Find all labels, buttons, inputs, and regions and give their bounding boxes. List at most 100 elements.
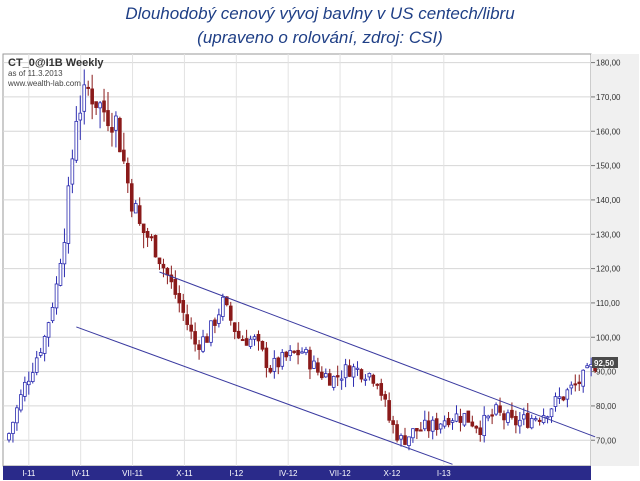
y-tick-label: 80,00 bbox=[596, 402, 617, 411]
candle-up bbox=[454, 413, 459, 422]
candle-down bbox=[189, 324, 193, 332]
candle-down bbox=[537, 419, 542, 422]
candle-down bbox=[470, 421, 475, 427]
candle-down bbox=[292, 350, 296, 353]
y-tick-label: 120,00 bbox=[596, 265, 621, 274]
candle-down bbox=[474, 425, 479, 429]
candle-down bbox=[106, 110, 110, 127]
candle-up bbox=[585, 365, 589, 369]
candle-up bbox=[62, 242, 67, 265]
candle-down bbox=[335, 375, 340, 378]
candle-up bbox=[280, 352, 285, 367]
y-tick-label: 90,00 bbox=[596, 368, 617, 377]
candle-down bbox=[110, 127, 114, 133]
candle-up bbox=[565, 389, 570, 400]
candle-down bbox=[434, 418, 439, 431]
candle-up bbox=[494, 404, 498, 415]
candle-up bbox=[331, 375, 336, 388]
candle-down bbox=[403, 435, 407, 445]
candle-up bbox=[11, 421, 15, 434]
candle-up bbox=[450, 420, 455, 423]
candle-down bbox=[327, 373, 332, 386]
trend-channel bbox=[76, 271, 596, 465]
candle-up bbox=[399, 435, 403, 440]
candle-up bbox=[422, 419, 427, 430]
candle-down bbox=[296, 349, 300, 356]
candle-down bbox=[240, 339, 245, 342]
candle-up bbox=[78, 112, 83, 121]
candle-down bbox=[177, 293, 182, 304]
candle-up bbox=[367, 372, 372, 378]
candle-down bbox=[347, 365, 352, 377]
x-axis-band bbox=[3, 466, 591, 480]
candle-up bbox=[66, 185, 71, 244]
candle-down bbox=[387, 400, 391, 421]
candle-down bbox=[118, 117, 122, 153]
candle-up bbox=[300, 351, 304, 354]
candle-down bbox=[256, 333, 261, 342]
candle-down bbox=[502, 413, 506, 421]
y-tick-label: 180,00 bbox=[596, 59, 621, 68]
y-tick-label: 100,00 bbox=[596, 333, 621, 342]
y-axis-panel bbox=[591, 54, 639, 466]
plot-area bbox=[2, 53, 592, 467]
y-tick-label: 150,00 bbox=[596, 162, 621, 171]
chart-title-line2: (upraveno o rolování, zdroj: CSI) bbox=[197, 28, 443, 47]
candle-up bbox=[133, 203, 138, 214]
x-tick-label: VII-12 bbox=[329, 469, 351, 478]
candle-up bbox=[581, 369, 585, 387]
candle-up bbox=[50, 307, 55, 322]
last-price-label: 92,50 bbox=[594, 359, 615, 368]
candle-up bbox=[19, 394, 23, 411]
candle-up bbox=[221, 296, 225, 317]
candle-up bbox=[288, 350, 292, 357]
candle-down bbox=[86, 86, 91, 89]
candle-down bbox=[129, 183, 134, 212]
candle-up bbox=[38, 352, 43, 356]
candle-down bbox=[264, 347, 269, 368]
candle-down bbox=[577, 381, 582, 385]
candle-down bbox=[391, 420, 395, 425]
candle-down bbox=[232, 322, 237, 332]
candle-down bbox=[213, 319, 217, 326]
candle-up bbox=[553, 396, 558, 407]
candle-up bbox=[407, 436, 411, 446]
grid-lines bbox=[3, 54, 591, 466]
y-tick-label: 110,00 bbox=[596, 299, 620, 308]
x-tick-label: VII-11 bbox=[122, 469, 143, 478]
candle-down bbox=[284, 351, 288, 358]
candle-up bbox=[529, 418, 534, 429]
candle-up bbox=[312, 360, 316, 369]
candle-down bbox=[90, 88, 94, 105]
candle-up bbox=[323, 373, 328, 378]
candle-down bbox=[426, 420, 431, 432]
chart-symbol: CT_0@I1B Weekly bbox=[8, 57, 104, 69]
candle-down bbox=[157, 257, 162, 265]
candle-up bbox=[569, 384, 574, 389]
candle-down bbox=[478, 427, 483, 435]
axis-corner bbox=[591, 466, 639, 480]
candle-down bbox=[228, 305, 233, 321]
candle-down bbox=[514, 415, 518, 426]
x-tick-label: I-13 bbox=[437, 469, 451, 478]
candle-down bbox=[102, 100, 106, 113]
candle-up bbox=[23, 381, 27, 397]
candle-up bbox=[462, 413, 467, 426]
x-tick-label: IV-11 bbox=[72, 469, 91, 478]
channel-upper-line bbox=[159, 271, 596, 438]
candle-up bbox=[58, 262, 63, 286]
last-price-marker: 92,50 bbox=[592, 357, 618, 368]
x-tick-label: X-12 bbox=[383, 469, 400, 478]
candle-up bbox=[248, 338, 253, 347]
candle-up bbox=[430, 419, 435, 432]
candle-down bbox=[395, 424, 399, 441]
candle-down bbox=[276, 357, 281, 368]
candle-up bbox=[54, 283, 59, 309]
candle-up bbox=[557, 396, 562, 399]
candle-up bbox=[209, 320, 213, 343]
candle-up bbox=[486, 415, 490, 419]
candle-up bbox=[411, 428, 415, 439]
candle-down bbox=[145, 231, 150, 238]
candle-up bbox=[343, 364, 348, 379]
candle-down bbox=[379, 383, 384, 396]
